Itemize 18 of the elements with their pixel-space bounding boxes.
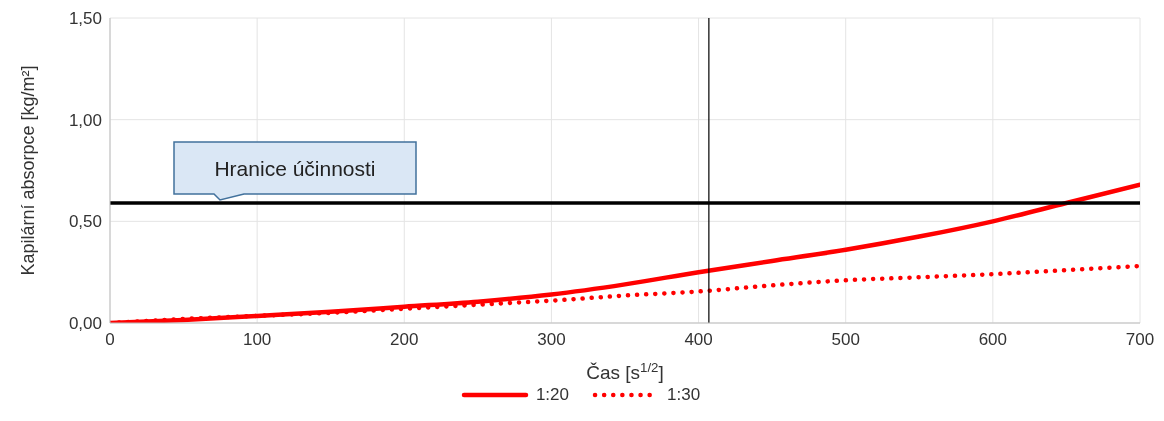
legend-label: 1:30 [667, 385, 701, 405]
x-tick-label: 200 [390, 330, 419, 349]
y-axis-title: Kapilární absorpce [kg/m²] [18, 65, 38, 276]
x-tick-label: 600 [978, 330, 1008, 349]
legend-label: 1:20 [535, 385, 569, 405]
y-tick-label: 0,00 [68, 314, 102, 334]
x-tick-label: 500 [831, 330, 860, 349]
y-tick-label: 0,50 [68, 212, 102, 232]
callout: Hranice účinnosti [173, 141, 417, 201]
x-tick-label: 400 [684, 330, 713, 349]
y-tick-label: 1,50 [68, 9, 102, 29]
x-tick-label: 0 [105, 330, 115, 349]
x-axis-title: Čas [s$^{1/2}$] [586, 359, 664, 383]
x-tick-label: 700 [1125, 330, 1155, 349]
x-tick-label: 300 [537, 330, 566, 349]
x-tick-label: 100 [242, 330, 272, 349]
y-tick-label: 1,00 [68, 110, 102, 130]
ref-line-label: Hranice účinnosti [214, 157, 376, 181]
